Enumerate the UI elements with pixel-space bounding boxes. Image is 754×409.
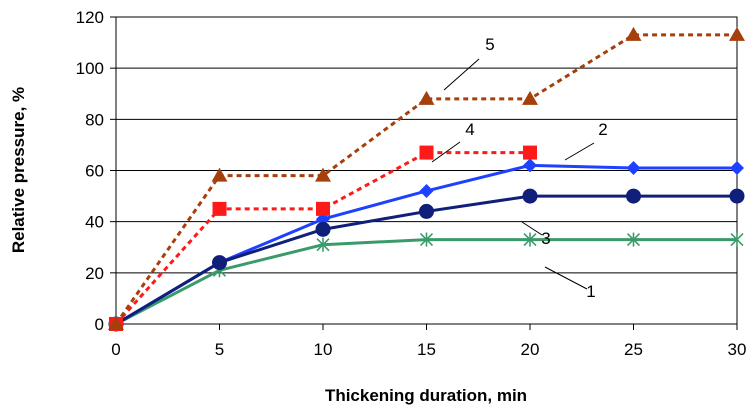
series-3-point <box>730 189 744 203</box>
series-5-point <box>729 27 745 41</box>
series-4-label: 4 <box>465 120 474 139</box>
series-2-point <box>730 161 744 175</box>
series-3-leader <box>522 222 542 235</box>
y-axis-title: Relative pressure, % <box>9 87 28 253</box>
x-tick-label: 30 <box>728 340 747 359</box>
series-4-point <box>213 202 227 216</box>
series-2-leader <box>565 143 594 160</box>
series-group <box>108 27 745 331</box>
series-5-label: 5 <box>485 35 494 54</box>
x-tick-label: 25 <box>624 340 643 359</box>
x-tick-label: 0 <box>111 340 120 359</box>
series-2-point <box>627 161 641 175</box>
series-5-point <box>522 91 538 105</box>
series-5-leader <box>444 59 479 90</box>
y-tick-label: 20 <box>85 264 104 283</box>
series-5-point <box>212 168 228 182</box>
series-4-point <box>523 146 537 160</box>
series-2-label: 2 <box>598 120 607 139</box>
series-1-label: 1 <box>586 282 595 301</box>
y-tick-label: 120 <box>76 8 104 27</box>
series-5-line <box>116 35 737 324</box>
series-3-point <box>213 256 227 270</box>
series-1-line <box>116 240 737 324</box>
series-5-point <box>626 27 642 41</box>
series-3-point <box>420 204 434 218</box>
y-tick-label: 80 <box>85 110 104 129</box>
y-tick-label: 100 <box>76 59 104 78</box>
x-tick-label: 5 <box>215 340 224 359</box>
series-4-point <box>316 202 330 216</box>
x-tick-label: 15 <box>417 340 436 359</box>
y-tick-label: 0 <box>95 315 104 334</box>
y-tick-label: 40 <box>85 213 104 232</box>
series-3-point <box>316 222 330 236</box>
series-1-leader <box>545 267 587 289</box>
series-3-point <box>627 189 641 203</box>
series-4-point <box>420 146 434 160</box>
y-tick-label: 60 <box>85 162 104 181</box>
series-2-point <box>420 184 434 198</box>
x-tick-label: 10 <box>314 340 333 359</box>
x-axis-title: Thickening duration, min <box>325 386 527 405</box>
x-tick-label: 20 <box>521 340 540 359</box>
series-3-label: 3 <box>541 229 550 248</box>
series-3-point <box>523 189 537 203</box>
